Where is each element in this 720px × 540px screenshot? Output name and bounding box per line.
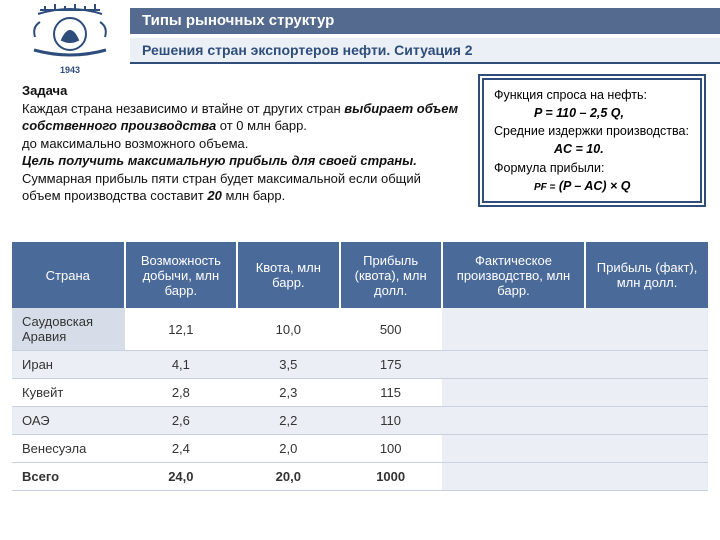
formula-l3: Средние издержки производства: [494, 122, 690, 140]
table-row: Кувейт 2,8 2,3 115 [12, 379, 708, 407]
th-actual: Фактическое производство, млн барр. [442, 242, 585, 308]
task-line1c: от 0 млн барр. [216, 118, 307, 133]
table-row: Иран 4,1 3,5 175 [12, 351, 708, 379]
task-line4b: 20 [207, 188, 221, 203]
task-text: Задача Каждая страна независимо и втайне… [22, 82, 462, 205]
table-row: ОАЭ 2,6 2,2 110 [12, 407, 708, 435]
task-line2: до максимально возможного объема. [22, 136, 248, 151]
formula-l5: Формула прибыли: [494, 159, 690, 177]
th-profit-actual: Прибыль (факт), млн долл. [585, 242, 708, 308]
task-line1a: Каждая страна независимо и втайне от дру… [22, 101, 344, 116]
th-quota: Квота, млн барр. [237, 242, 339, 308]
th-country: Страна [12, 242, 125, 308]
formula-l1: Функция спроса на нефть: [494, 86, 690, 104]
table-row: Саудовская Аравия 12,1 10,0 500 [12, 308, 708, 351]
table-total-row: Всего 24,0 20,0 1000 [12, 463, 708, 491]
table-header-row: Страна Возможность добычи, млн барр. Кво… [12, 242, 708, 308]
oil-table: Страна Возможность добычи, млн барр. Кво… [12, 242, 708, 491]
subheader-title: Решения стран экспортеров нефти. Ситуаци… [130, 38, 720, 64]
formula-l2: P = 110 – 2,5 Q, [494, 104, 690, 122]
formula-box: Функция спроса на нефть: P = 110 – 2,5 Q… [482, 78, 702, 203]
formula-l4: AC = 10. [494, 140, 690, 158]
task-line3: Цель получить максимальную прибыль для с… [22, 153, 417, 168]
task-line4c: млн барр. [222, 188, 285, 203]
table-row: Венесуэла 2,4 2,0 100 [12, 435, 708, 463]
logo-year: 1943 [20, 65, 120, 75]
task-heading: Задача [22, 83, 67, 98]
formula-l6: PF = (P – AC) × Q [494, 177, 690, 196]
university-logo: 1943 [20, 2, 120, 80]
header-title: Типы рыночных структур [130, 8, 720, 34]
th-profit-quota: Прибыль (квота), млн долл. [340, 242, 442, 308]
th-capacity: Возможность добычи, млн барр. [125, 242, 238, 308]
